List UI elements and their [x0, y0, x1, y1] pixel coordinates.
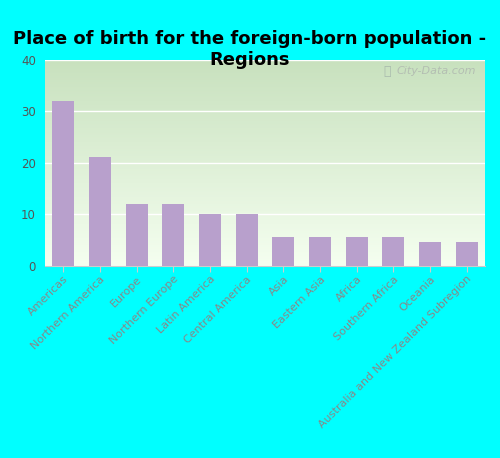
Bar [272, 237, 294, 266]
Bar [419, 242, 441, 266]
Text: Place of birth for the foreign-born population -
Regions: Place of birth for the foreign-born popu… [14, 30, 486, 69]
Bar [236, 214, 258, 266]
Bar [126, 204, 148, 266]
Bar [199, 214, 221, 266]
Bar [52, 101, 74, 266]
Bar [309, 237, 331, 266]
Bar [89, 158, 111, 266]
Bar [456, 242, 477, 266]
Text: City-Data.com: City-Data.com [396, 66, 476, 76]
Bar [162, 204, 184, 266]
Bar [382, 237, 404, 266]
Bar [346, 237, 368, 266]
Text: ⦾: ⦾ [383, 65, 390, 78]
